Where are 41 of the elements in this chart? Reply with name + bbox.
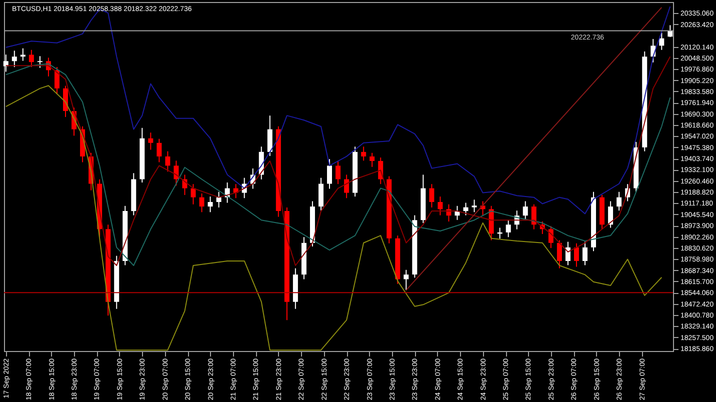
candlestick [463,202,468,216]
candlestick [370,152,375,168]
candlestick [3,54,8,72]
candlestick [267,115,272,156]
candlestick [429,184,434,208]
candlestick [506,219,511,238]
candlestick [659,32,664,50]
candlestick [63,85,68,118]
candlestick [208,196,213,213]
candlestick [556,240,562,269]
candlestick [216,191,222,208]
candlestick [20,48,26,62]
candlestick [472,199,477,213]
candlestick [361,146,366,162]
candlestick [668,24,673,38]
candlestick [174,160,179,186]
candlestick [574,242,579,268]
candlestick [182,174,188,196]
candlestick [148,132,154,150]
candlestick [165,150,170,172]
candlestick [616,191,622,212]
candlestick [336,160,341,185]
candlestick [531,204,536,230]
candlestick [199,192,204,213]
candlestick [28,49,34,68]
candlestick [582,241,588,266]
candlestick [318,177,324,212]
candlestick [522,200,528,220]
candlestick [608,200,614,228]
candlestick [327,158,332,190]
candlestick [548,226,554,249]
candlestick [344,174,350,199]
candlestick [438,196,443,216]
candlestick [156,138,162,163]
candlestick [12,50,17,68]
candlestick [404,269,409,291]
candlestick [54,66,60,94]
candlestick [37,56,42,68]
line-series [5,85,662,351]
candlestick [190,184,196,205]
line-series [5,6,671,214]
